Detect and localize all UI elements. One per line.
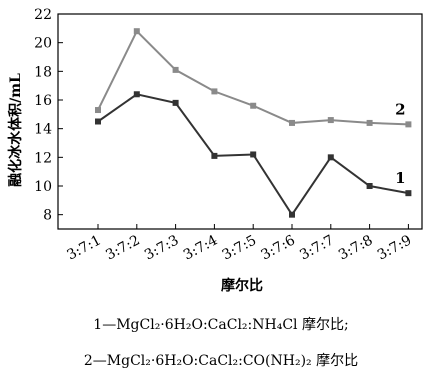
series-2-line	[97, 29, 409, 126]
series-1-point	[133, 91, 140, 98]
series-2-point	[289, 119, 295, 126]
y-tick-label: 10	[34, 179, 52, 195]
legend-caption-series-1: 1—MgCl₂·6H₂O:CaCl₂:NH₄Cl 摩尔比;	[93, 317, 349, 333]
y-axis-title: 融化冰水体积/mL	[7, 73, 24, 187]
series-1-point	[172, 99, 179, 106]
series-2-point	[133, 28, 140, 35]
series-2-point	[327, 117, 334, 124]
series-2-point	[250, 102, 257, 109]
x-tick-label: 3:7:4	[181, 232, 221, 263]
x-tick-label: 3:7:3	[142, 232, 181, 263]
y-tick-label: 12	[34, 150, 52, 166]
x-tick-label: 3:7:5	[220, 232, 259, 263]
y-tick-label: 20	[34, 36, 52, 52]
series-2-point	[405, 121, 412, 128]
x-tick-label: 3:7:2	[103, 232, 142, 263]
series-2-point	[95, 107, 101, 114]
series-2-point	[366, 119, 373, 126]
series-1-point	[405, 190, 412, 197]
y-tick-label: 16	[34, 93, 52, 109]
series-1-point	[327, 154, 334, 161]
legend-caption-series-2: 2—MgCl₂·6H₂O:CaCl₂:CO(NH₂)₂ 摩尔比	[83, 353, 359, 369]
series-1-point	[250, 151, 257, 158]
y-tick-label: 22	[34, 7, 52, 23]
x-axis-title: 摩尔比	[221, 277, 263, 294]
x-tick-label: 3:7:9	[375, 232, 414, 263]
series-1-label: 1	[395, 169, 405, 187]
x-tick-label: 3:7:6	[258, 232, 298, 263]
x-tick-label: 3:7:8	[336, 232, 375, 263]
series-2-label: 2	[395, 100, 405, 118]
y-tick-label: 8	[43, 208, 52, 224]
series-1-point	[289, 211, 295, 218]
plot-frame	[57, 13, 423, 230]
x-tick-label: 3:7:7	[297, 232, 336, 263]
series-2-point	[211, 88, 218, 95]
y-tick-label: 14	[34, 122, 52, 138]
x-tick-label: 3:7:1	[64, 232, 103, 263]
chart-series: 12	[95, 28, 412, 218]
series-2-point	[172, 66, 179, 73]
series-1-point	[366, 183, 373, 189]
y-tick-label: 18	[34, 64, 52, 80]
series-1-point	[95, 118, 101, 125]
series-1-point	[211, 152, 218, 159]
